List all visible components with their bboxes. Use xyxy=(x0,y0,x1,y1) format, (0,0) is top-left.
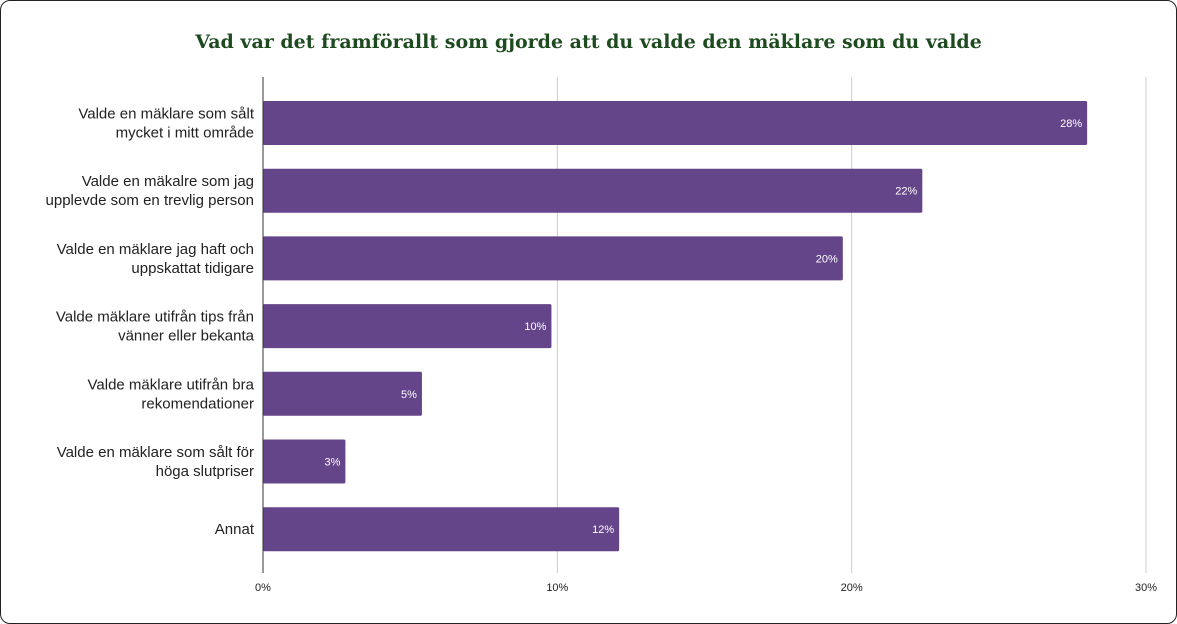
category-label-0-1: mycket i mitt område xyxy=(116,125,254,142)
category-label-3-0: Valde mäklare utifrån tips från xyxy=(56,309,254,326)
data-label-6: 12% xyxy=(592,524,614,536)
category-label-3-1: vänner eller bekanta xyxy=(118,328,255,345)
bar-3 xyxy=(263,304,552,349)
category-label-2-0: Valde en mäklare jag haft och xyxy=(57,241,254,258)
category-label-5-1: höga slutpriser xyxy=(156,463,254,480)
x-tick-label-0: 0% xyxy=(255,582,271,594)
chart-title: Vad var det framförallt som gjorde att d… xyxy=(195,31,982,53)
data-label-0: 28% xyxy=(1060,118,1082,130)
category-label-6-0: Annat xyxy=(215,521,255,538)
bar-4 xyxy=(263,371,422,416)
category-label-4-0: Valde mäklare utifrån bra xyxy=(88,376,255,393)
category-label-5-0: Valde en mäklare som sålt för xyxy=(57,444,254,461)
x-tick-label-30: 30% xyxy=(1135,582,1157,594)
data-label-1: 22% xyxy=(895,186,917,198)
x-tick-label-20: 20% xyxy=(841,582,863,594)
bar-5 xyxy=(263,439,346,484)
x-tick-label-10: 10% xyxy=(546,582,568,594)
bar-1 xyxy=(263,168,923,213)
category-label-4-1: rekomendationer xyxy=(141,395,254,412)
data-label-3: 10% xyxy=(524,321,546,333)
data-label-5: 3% xyxy=(325,457,341,469)
category-label-1-0: Valde en mäkalre som jag xyxy=(82,173,254,190)
category-label-0-0: Valde en mäklare som sålt xyxy=(78,106,254,123)
category-label-2-1: uppskattat tidigare xyxy=(131,260,254,277)
data-label-2: 20% xyxy=(816,253,838,265)
bar-6 xyxy=(263,507,620,552)
category-label-1-1: upplevde som en trevlig person xyxy=(46,192,254,209)
bar-0 xyxy=(263,101,1088,145)
bar-2 xyxy=(263,236,843,281)
data-label-4: 5% xyxy=(401,389,417,401)
